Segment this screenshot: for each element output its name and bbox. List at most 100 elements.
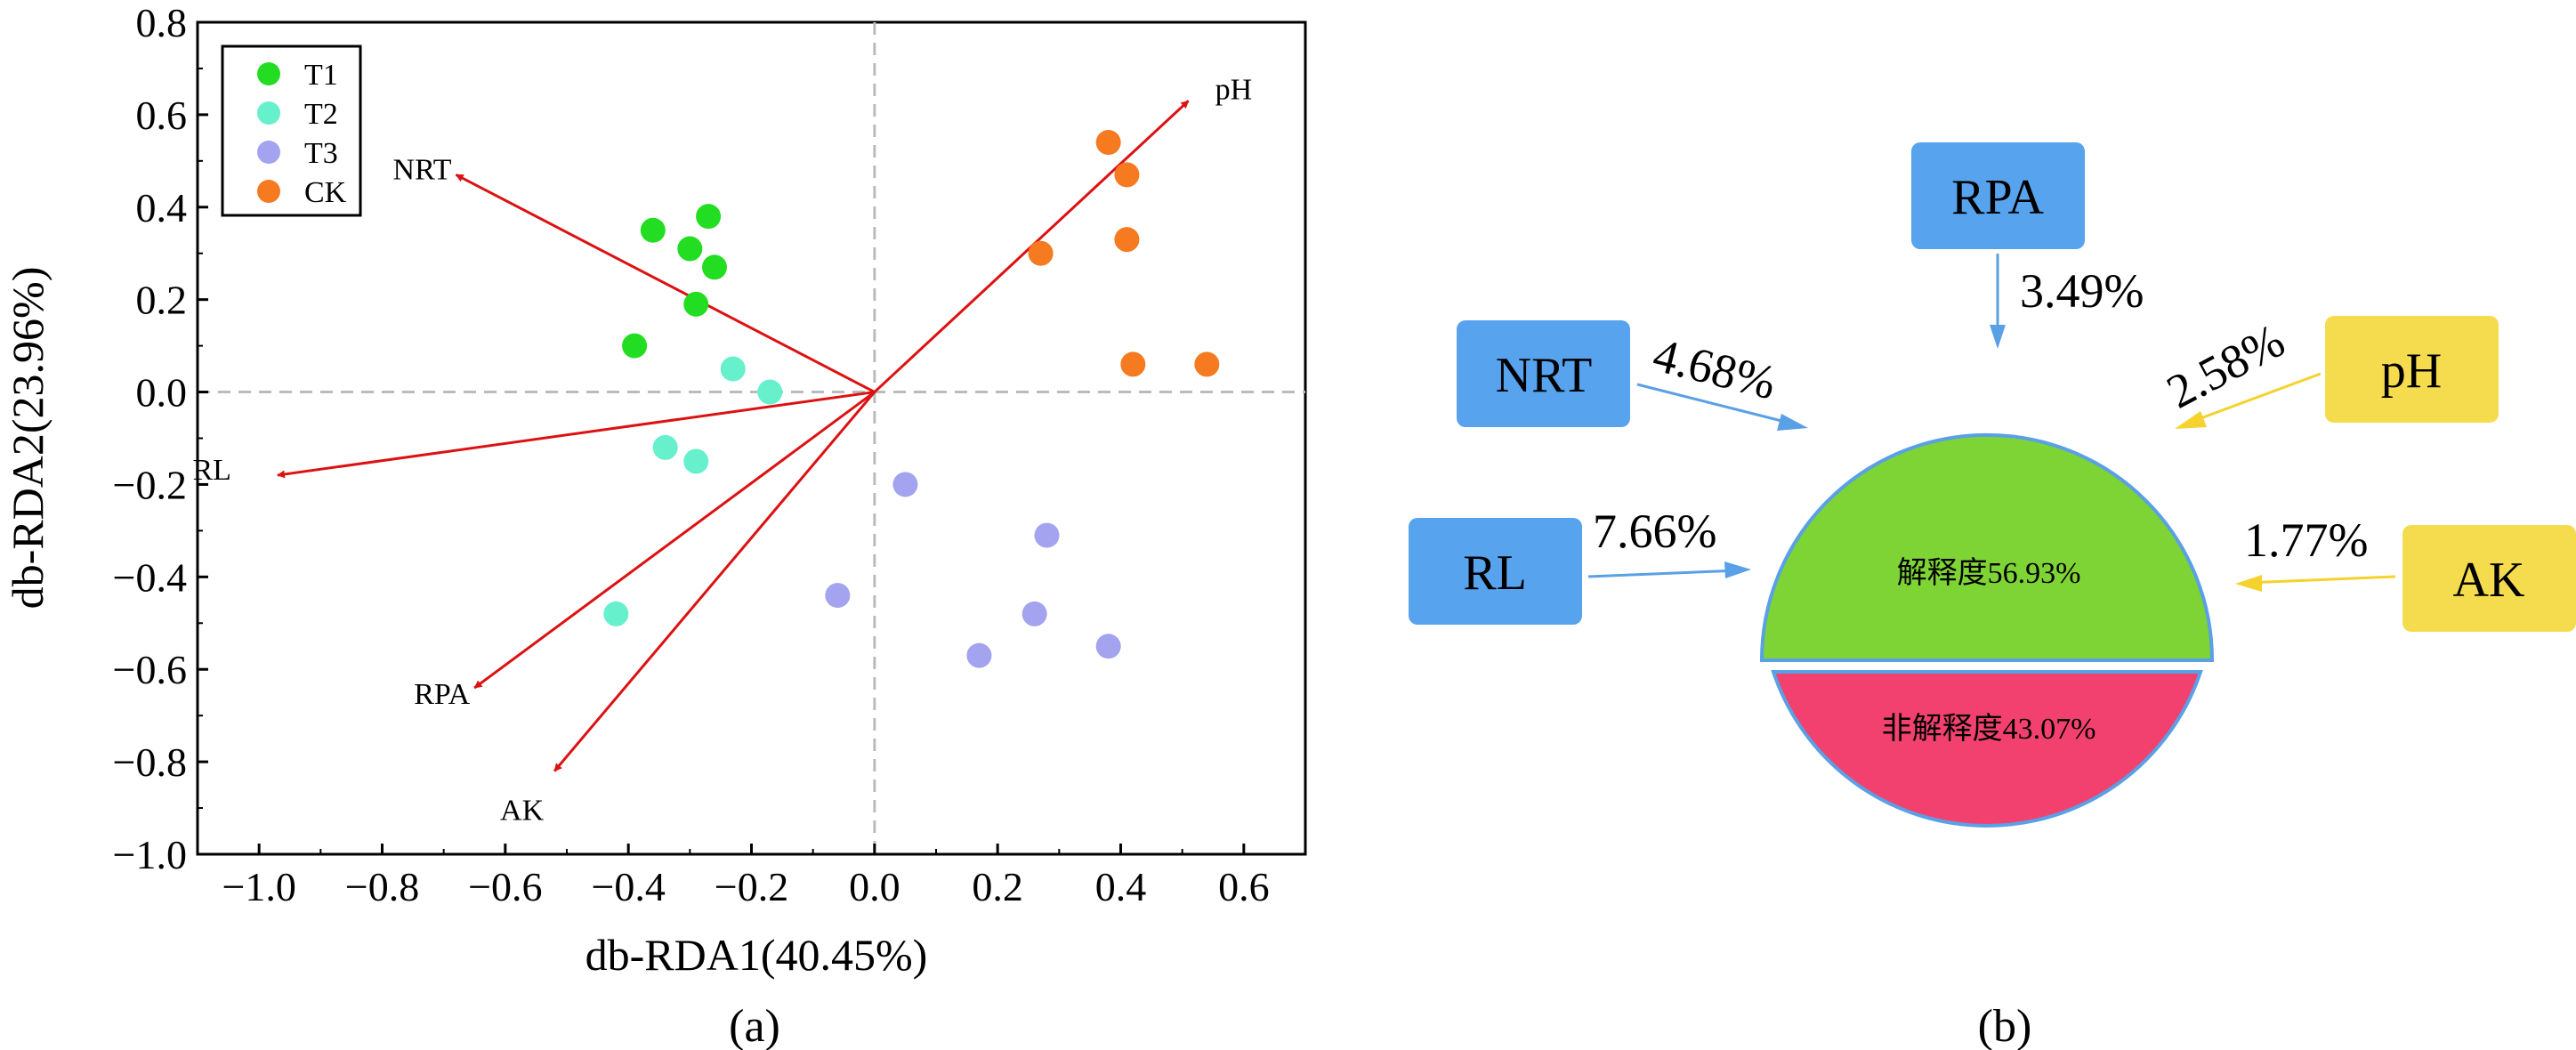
factor-arrowhead-ak	[2235, 575, 2262, 592]
factor-arrowhead-rl	[1724, 561, 1751, 578]
x-tick-label: 0.0	[849, 864, 900, 909]
point-ck	[1194, 351, 1220, 377]
x-tick-label: 0.6	[1218, 864, 1270, 909]
x-tick-label: −1.0	[222, 864, 295, 909]
point-t1	[677, 236, 703, 262]
point-t3	[825, 583, 851, 609]
factor-percent-rl: 7.66%	[1593, 505, 1716, 558]
x-tick-label: 0.2	[972, 864, 1023, 909]
x-tick-label: 0.4	[1095, 864, 1147, 909]
factor-name-ak: AK	[2453, 553, 2525, 608]
point-t2	[652, 434, 678, 460]
factor-arrowhead-rpa	[1990, 325, 2006, 349]
x-tick-label: −0.4	[591, 864, 665, 909]
vector-label-rl: RL	[192, 454, 230, 487]
factor-name-rl: RL	[1463, 545, 1527, 601]
point-t3	[1022, 601, 1047, 626]
y-tick-label: −1.0	[113, 832, 187, 877]
factor-ak: AK 1.77%	[2235, 513, 2576, 632]
factor-percent-ak: 1.77%	[2244, 513, 2368, 567]
y-tick-label: −0.8	[113, 739, 187, 785]
legend-marker-t2	[257, 101, 280, 125]
variance-partition-panel: 解释度56.93% 非解释度43.07% RPA 3.49% NRT 4.68%…	[1409, 142, 2576, 1050]
legend-label-ck: CK	[304, 176, 347, 209]
point-t3	[1034, 522, 1060, 548]
y-tick-label: 0.6	[136, 93, 188, 138]
factor-box-ph	[2325, 316, 2499, 423]
pie-slice-explained	[1759, 433, 2215, 662]
pie-label-explained: 解释度56.93%	[1897, 556, 2081, 590]
vector-ak	[553, 391, 876, 772]
legend-label-t2: T2	[304, 98, 338, 131]
legend-label-t1: T1	[304, 59, 338, 92]
factor-box-rl	[1409, 518, 1582, 625]
point-ck	[1114, 162, 1140, 188]
point-t1	[640, 217, 666, 243]
y-tick-label: −0.2	[113, 462, 187, 507]
legend: T1 T2 T3 CK	[221, 44, 362, 217]
point-ck	[1114, 227, 1140, 253]
vector-label-nrt: NRT	[393, 153, 452, 186]
panel-a-label: (a)	[729, 1001, 780, 1050]
factor-percent-nrt: 4.68%	[1648, 327, 1781, 409]
legend-marker-t3	[257, 141, 280, 164]
factor-arrowhead-ph	[2175, 411, 2207, 429]
point-t1	[696, 204, 722, 230]
vector-rl	[277, 391, 876, 479]
x-axis-ticks: −1.0 −0.8 −0.6 −0.4 −0.2 0.0 0.2 0.4 0.6	[197, 844, 1306, 909]
factor-percent-rpa: 3.49%	[2020, 264, 2144, 318]
y-tick-label: 0.8	[136, 0, 188, 45]
x-tick-label: −0.8	[345, 864, 419, 909]
factor-ph: pH 2.58%	[2158, 313, 2499, 429]
point-t3	[1095, 634, 1121, 659]
panel-b-label: (b)	[1978, 1001, 2032, 1050]
x-tick-label: −0.2	[715, 864, 788, 909]
environment-vectors: pH NRT RL RPA AK	[192, 73, 1252, 827]
pie-slice-unexplained	[1771, 670, 2203, 828]
legend-marker-ck	[257, 180, 280, 203]
point-t2	[720, 356, 746, 382]
point-t3	[966, 642, 992, 668]
pie-label-unexplained: 非解释度43.07%	[1882, 712, 2096, 746]
legend-label-t3: T3	[304, 137, 338, 170]
point-t2	[683, 448, 709, 474]
legend-box	[221, 44, 362, 217]
factor-box-nrt	[1457, 320, 1630, 427]
factor-name-rpa: RPA	[1951, 170, 2044, 225]
vector-label-ak: AK	[500, 795, 545, 828]
factor-rl: RL 7.66%	[1409, 505, 1751, 625]
factor-box-rpa	[1911, 142, 2085, 249]
point-ck	[1095, 130, 1121, 156]
x-tick-label: −0.6	[468, 864, 542, 909]
db-rda-panel: −1.0 −0.8 −0.6 −0.4 −0.2 0.0 0.2 0.4 0.6 0.8 0.6 0…	[3, 0, 1307, 1050]
y-tick-label: 0.2	[136, 278, 188, 323]
y-axis-title: db-RDA2(23.96%)	[3, 267, 52, 610]
point-t2	[603, 601, 629, 626]
vector-label-ph: pH	[1215, 73, 1253, 106]
factor-arrow-rl	[1587, 569, 1740, 578]
factor-arrow-ak	[2246, 575, 2396, 585]
factor-name-ph: pH	[2381, 343, 2442, 399]
factor-name-nrt: NRT	[1496, 348, 1593, 403]
point-t1	[702, 254, 727, 280]
point-t2	[757, 379, 783, 405]
y-tick-label: −0.6	[113, 647, 187, 692]
sample-points	[603, 130, 1220, 668]
factor-rpa: RPA 3.49%	[1911, 142, 2144, 349]
point-t3	[892, 472, 918, 497]
vector-rpa	[473, 391, 876, 690]
y-axis-ticks: 0.8 0.6 0.4 0.2 0.0 −0.2 −0.4 −0.6 −0.8 −1.0	[113, 0, 208, 877]
factor-arrowhead-nrt	[1777, 414, 1808, 431]
x-axis-title: db-RDA1(40.45%)	[585, 930, 928, 980]
factor-arrow-nrt	[1636, 383, 1800, 427]
factor-arrow-ph	[2188, 372, 2322, 424]
point-t1	[622, 333, 648, 359]
factor-box-ak	[2402, 525, 2576, 632]
y-tick-label: −0.4	[113, 554, 187, 600]
vector-label-rpa: RPA	[414, 678, 470, 711]
legend-marker-t1	[257, 62, 280, 85]
reference-lines	[198, 22, 1305, 854]
factor-percent-ph: 2.58%	[2158, 313, 2292, 418]
factor-nrt: NRT 4.68%	[1457, 320, 1808, 431]
